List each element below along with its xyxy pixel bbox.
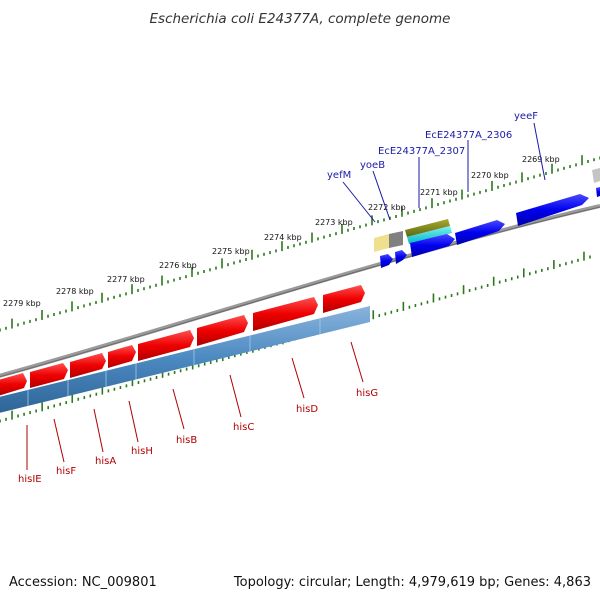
gene-arrow-hisC	[197, 315, 248, 346]
feature-block-light-gray	[592, 168, 600, 183]
label-hisH: hisH	[131, 446, 153, 457]
gene-arrow-hisF	[30, 363, 68, 388]
label-hisIE: hisIE	[18, 474, 42, 485]
misc-features	[374, 168, 600, 252]
gene-arrow-EcE24377A_2306	[455, 220, 505, 245]
scale-label: 2276 kbp	[159, 261, 197, 270]
reverse-strand-genes	[0, 285, 365, 396]
genome-backbone	[0, 204, 600, 378]
gene-arrow-hisIE	[0, 373, 27, 396]
forward-strand-genes	[380, 187, 600, 268]
reverse-gene-labels: hisIE hisF hisA hisH hisB hisC hisD hisG	[18, 341, 378, 485]
scale-label: 2274 kbp	[264, 233, 302, 242]
gene-arrow-yeeF	[516, 194, 589, 226]
gene-arrow-hisB	[138, 330, 194, 361]
forward-gene-labels: yeeF EcE24377A_2306 EcE24377A_2307 yoeB …	[327, 111, 546, 223]
scale-label: 2277 kbp	[107, 275, 145, 284]
map-title: Escherichia coli E24377A, complete genom…	[150, 11, 451, 27]
label-EcE24377A_2306: EcE24377A_2306	[425, 130, 512, 141]
label-hisA: hisA	[95, 456, 116, 467]
gene-arrow-EcE24377A_2307	[410, 234, 455, 257]
cds-band	[0, 306, 370, 413]
scale-label: 2278 kbp	[56, 287, 94, 296]
label-hisG: hisG	[356, 388, 378, 399]
scale-label: 2272 kbp	[368, 203, 406, 212]
gene-arrow-hisA	[70, 353, 106, 378]
scale-label: 2270 kbp	[471, 171, 509, 180]
gene-arrow-hisG	[323, 285, 365, 313]
feature-block-pale-yellow	[374, 234, 389, 252]
scale-label: 2271 kbp	[420, 188, 458, 197]
accession-text: Accession: NC_009801	[9, 575, 157, 590]
label-EcE24377A_2307: EcE24377A_2307	[378, 146, 465, 157]
label-hisF: hisF	[56, 466, 76, 477]
gene-arrow-small-right	[596, 187, 600, 197]
scale-label: 2279 kbp	[3, 299, 41, 308]
label-hisB: hisB	[176, 435, 197, 446]
gene-arrow-yoeB	[395, 250, 407, 264]
feature-block-cyan	[407, 226, 452, 244]
gene-arrow-hisD	[253, 297, 318, 331]
label-hisC: hisC	[233, 422, 254, 433]
scale-label: 2275 kbp	[212, 247, 250, 256]
feature-block-olive	[405, 219, 450, 237]
gene-arrow-hisH	[108, 345, 136, 368]
reverse-strand-cds	[0, 306, 370, 413]
scale-label: 2273 kbp	[315, 218, 353, 227]
gene-arrow-yefM	[380, 254, 393, 268]
label-yeeF: yeeF	[514, 111, 538, 122]
feature-block-gray	[389, 231, 403, 248]
label-yoeB: yoeB	[360, 160, 385, 171]
genome-summary-text: Topology: circular; Length: 4,979,619 bp…	[233, 575, 591, 590]
label-hisD: hisD	[296, 404, 318, 415]
label-yefM: yefM	[327, 170, 351, 181]
